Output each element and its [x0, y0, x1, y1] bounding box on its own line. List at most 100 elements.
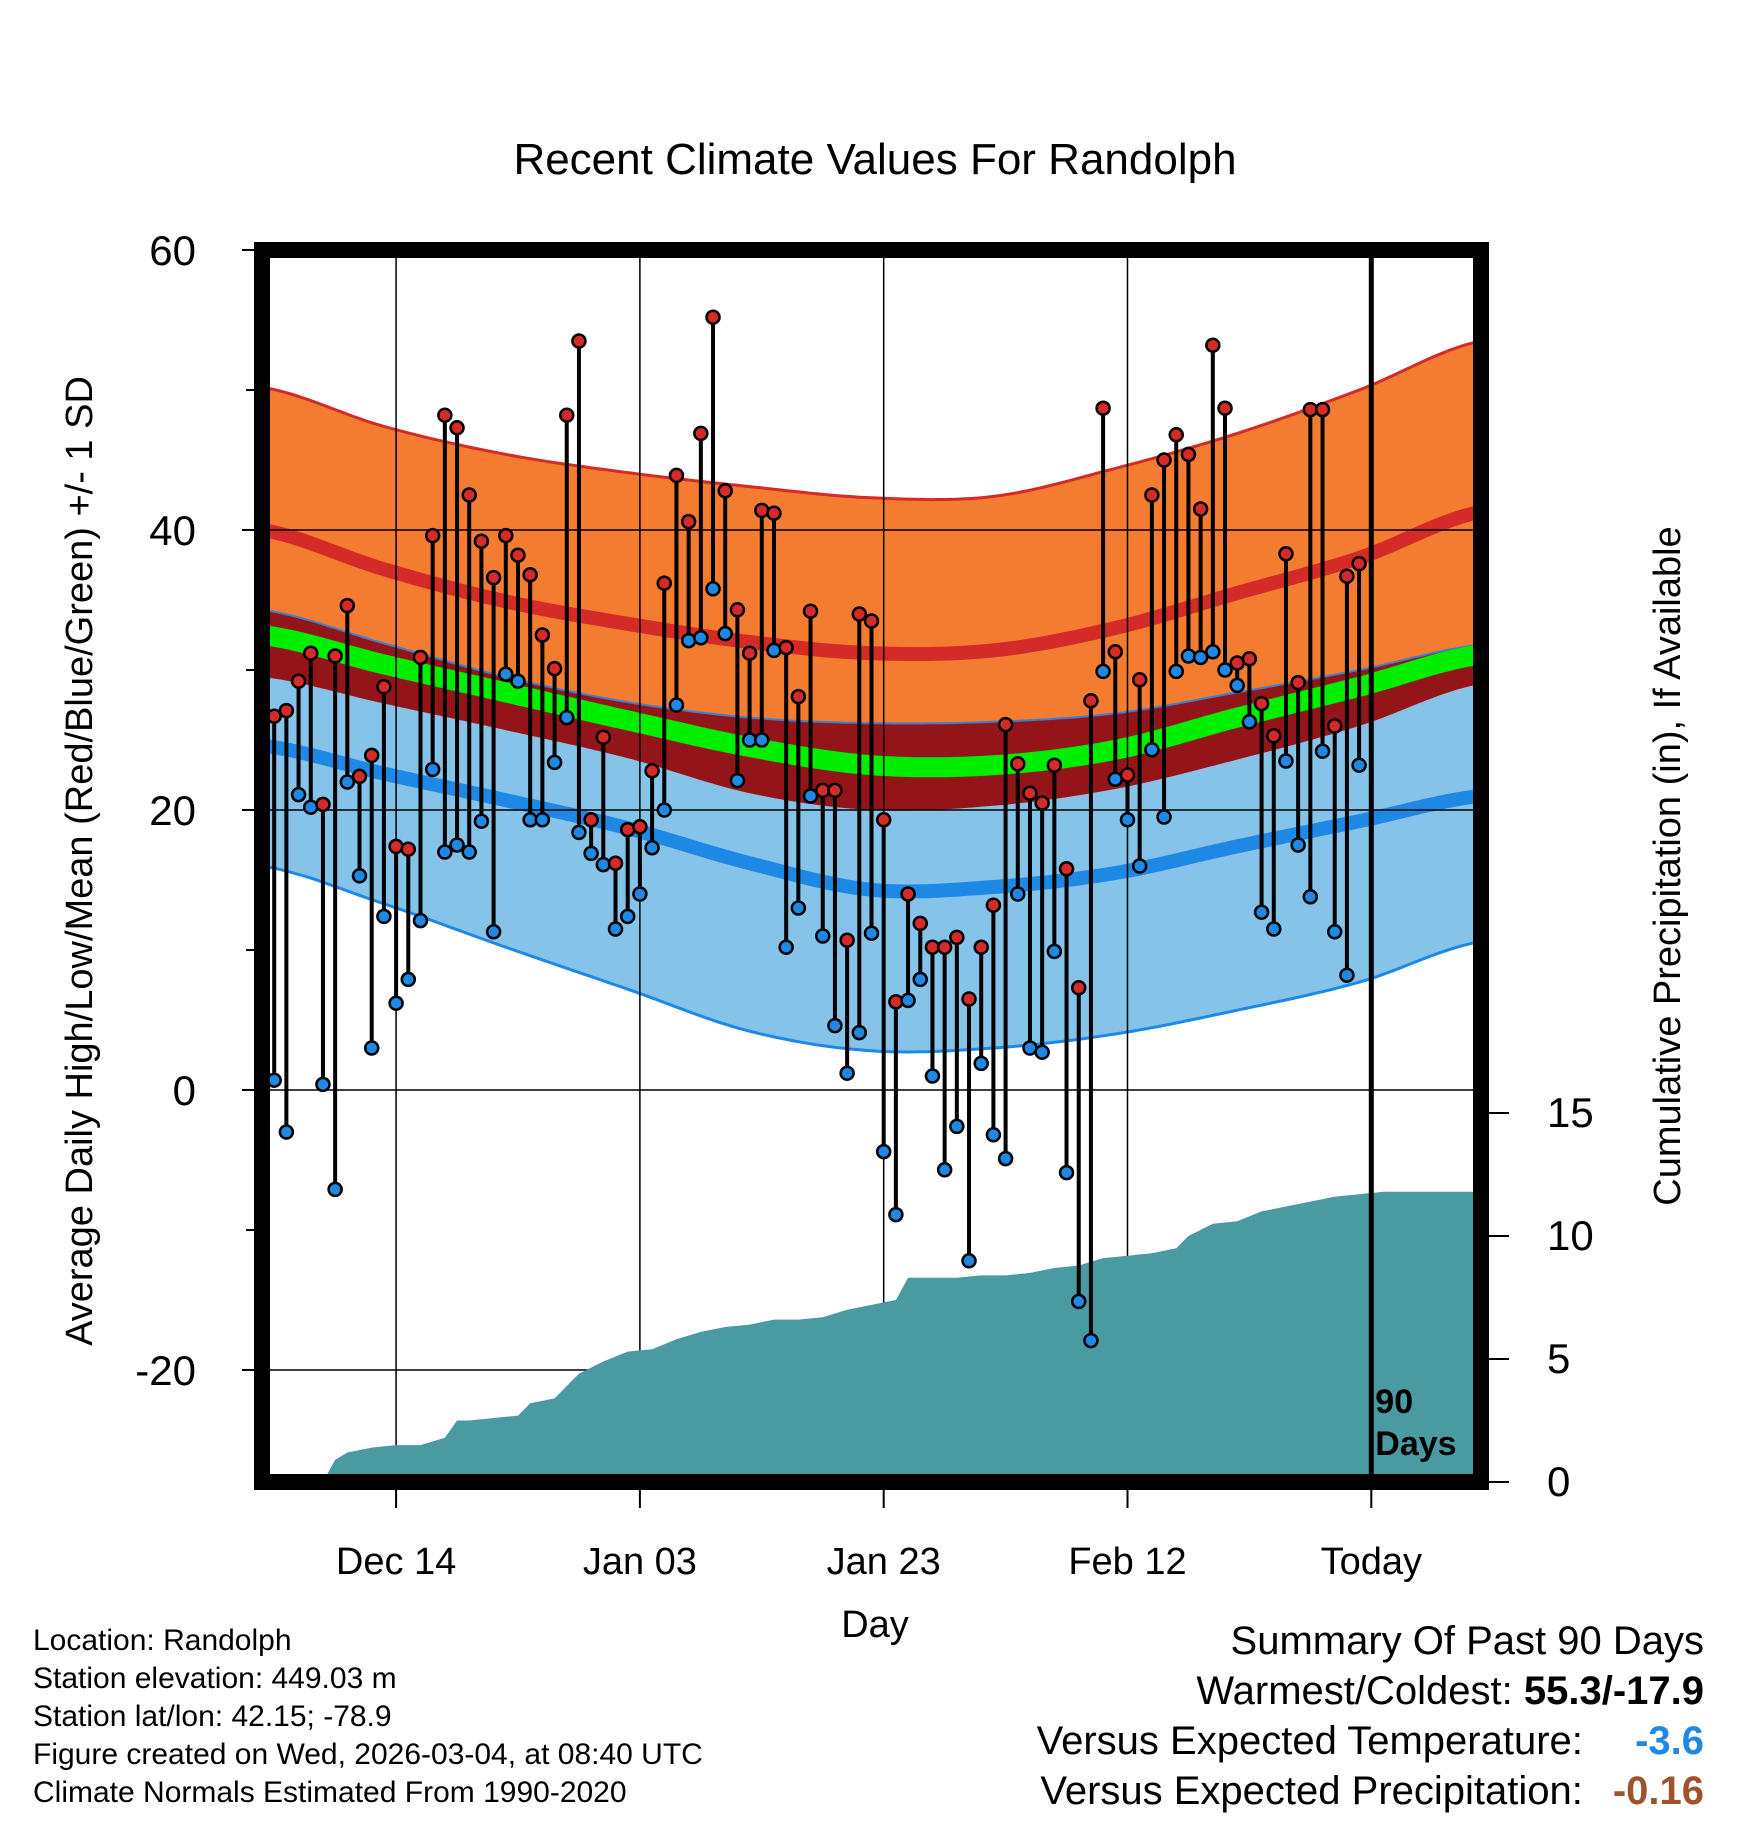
daily-low-point	[1314, 743, 1331, 759]
daily-low-point	[1278, 753, 1294, 769]
daily-high-point	[339, 597, 356, 614]
daily-low-point	[437, 844, 453, 860]
daily-high-point	[303, 645, 319, 661]
daily-low-point	[1168, 663, 1184, 680]
daily-high-point	[1351, 555, 1367, 572]
daily-high-point	[863, 613, 880, 629]
location-text: Location: Randolph	[33, 1624, 292, 1657]
daily-high-point	[766, 505, 782, 521]
y2-tick-label: 5	[1547, 1335, 1570, 1382]
y-tick-label: 0	[173, 1067, 196, 1114]
daily-high-point	[559, 407, 575, 423]
today-days-number: 90	[1375, 1383, 1413, 1421]
daily-high-point	[400, 841, 417, 857]
daily-low-point	[559, 709, 575, 726]
latlon-text: Station lat/lon: 42.15; -78.9	[33, 1700, 392, 1733]
daily-high-point	[973, 939, 989, 955]
daily-high-point	[875, 812, 892, 828]
daily-high-point	[290, 673, 307, 689]
elevation-text: Station elevation: 449.03 m	[33, 1662, 397, 1695]
daily-low-point	[851, 1024, 868, 1041]
daily-high-point	[949, 929, 965, 946]
daily-low-point	[802, 788, 819, 804]
daily-high-point	[851, 606, 868, 622]
daily-high-point	[668, 467, 685, 484]
daily-low-point	[351, 868, 368, 884]
temp-value: -3.6	[1635, 1719, 1704, 1763]
daily-low-point	[961, 1253, 977, 1269]
daily-high-point	[741, 645, 758, 661]
daily-high-point	[1070, 980, 1087, 996]
daily-high-point	[1022, 785, 1038, 801]
daily-low-point	[449, 837, 465, 853]
daily-low-point	[1010, 886, 1026, 902]
daily-high-point	[961, 991, 977, 1007]
daily-low-point	[888, 1206, 904, 1223]
daily-high-point	[388, 838, 404, 855]
daily-high-point	[412, 649, 429, 666]
daily-low-point	[839, 1065, 855, 1081]
temp-label: Versus Expected Temperature:	[1036, 1719, 1583, 1763]
daily-high-point	[1107, 644, 1124, 660]
daily-low-point	[1070, 1293, 1087, 1310]
daily-high-point	[1339, 568, 1355, 584]
daily-low-point	[388, 995, 404, 1011]
daily-high-point	[1095, 400, 1111, 416]
daily-low-point	[363, 1040, 380, 1056]
daily-high-point	[1278, 546, 1294, 562]
daily-high-point	[363, 747, 380, 764]
daily-low-point	[510, 673, 526, 689]
station-info: Location: Randolph Station elevation: 44…	[33, 1622, 703, 1812]
daily-high-point	[510, 547, 526, 563]
daily-high-point	[1205, 337, 1221, 353]
daily-low-point	[644, 840, 660, 856]
daily-high-point	[327, 648, 343, 664]
y-tick-label: 40	[149, 507, 196, 554]
daily-low-point	[1217, 662, 1233, 678]
daily-low-point	[595, 856, 612, 873]
daily-high-point	[1144, 487, 1160, 503]
daily-high-point	[705, 309, 721, 325]
daily-low-point	[924, 1068, 941, 1084]
daily-low-point	[400, 971, 417, 988]
daily-high-point	[607, 855, 624, 871]
daily-high-point	[1156, 452, 1172, 468]
daily-low-point	[900, 992, 916, 1009]
daily-low-point	[1095, 663, 1111, 680]
x-axis-label: Day	[841, 1604, 909, 1646]
daily-low-point	[754, 732, 770, 748]
daily-high-point	[534, 627, 551, 643]
x-tick-label: Dec 14	[336, 1541, 456, 1583]
plot-frame	[254, 242, 1489, 1490]
daily-low-point	[632, 886, 648, 902]
daily-high-point	[790, 688, 807, 705]
precip-label: Versus Expected Precipitation:	[1040, 1769, 1583, 1813]
daily-low-point	[1205, 644, 1221, 660]
x-tick-label: Jan 23	[827, 1541, 941, 1583]
daily-high-point	[473, 533, 490, 549]
daily-high-point	[1058, 861, 1075, 877]
daily-low-point	[985, 1127, 1002, 1143]
daily-high-point	[1314, 401, 1331, 418]
daily-low-point	[607, 921, 624, 937]
daily-high-point	[1253, 695, 1270, 712]
daily-low-point	[1339, 967, 1355, 983]
daily-low-point	[1253, 904, 1270, 920]
daily-high-point	[351, 768, 368, 785]
daily-low-point	[705, 581, 721, 597]
daily-high-point	[1192, 501, 1209, 517]
high-sd-upper-line	[262, 339, 1481, 502]
daily-low-point	[498, 666, 514, 682]
y-axis-label: Average Daily High/Low/Mean (Red/Blue/Gr…	[59, 376, 101, 1346]
daily-low-point	[1046, 943, 1063, 960]
daily-low-point	[1326, 924, 1343, 940]
daily-low-point	[1266, 921, 1282, 937]
daily-low-point	[973, 1055, 989, 1072]
today-days-label: Days	[1375, 1425, 1456, 1463]
daily-high-point	[1131, 672, 1148, 688]
daily-low-point	[571, 824, 587, 841]
daily-high-point	[1046, 757, 1063, 773]
daily-high-point	[1326, 718, 1343, 734]
daily-low-point	[315, 1076, 331, 1093]
y-tick-label: -20	[135, 1347, 196, 1394]
